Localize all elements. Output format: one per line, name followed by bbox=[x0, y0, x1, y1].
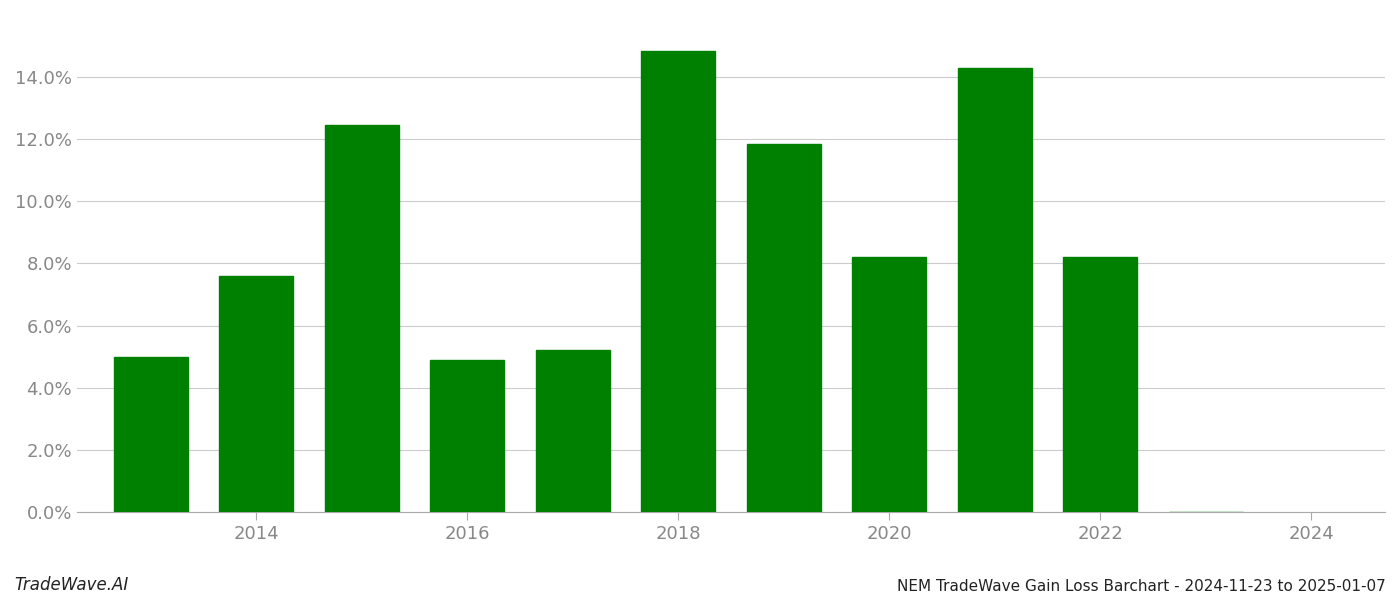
Bar bbox=[113, 356, 188, 512]
Bar bbox=[220, 276, 293, 512]
Bar bbox=[430, 359, 504, 512]
Text: TradeWave.AI: TradeWave.AI bbox=[14, 576, 129, 594]
Bar bbox=[958, 68, 1032, 512]
Bar bbox=[1063, 257, 1137, 512]
Bar bbox=[641, 51, 715, 512]
Bar bbox=[325, 125, 399, 512]
Bar bbox=[853, 257, 925, 512]
Text: NEM TradeWave Gain Loss Barchart - 2024-11-23 to 2025-01-07: NEM TradeWave Gain Loss Barchart - 2024-… bbox=[897, 579, 1386, 594]
Bar bbox=[536, 350, 609, 512]
Bar bbox=[746, 144, 820, 512]
